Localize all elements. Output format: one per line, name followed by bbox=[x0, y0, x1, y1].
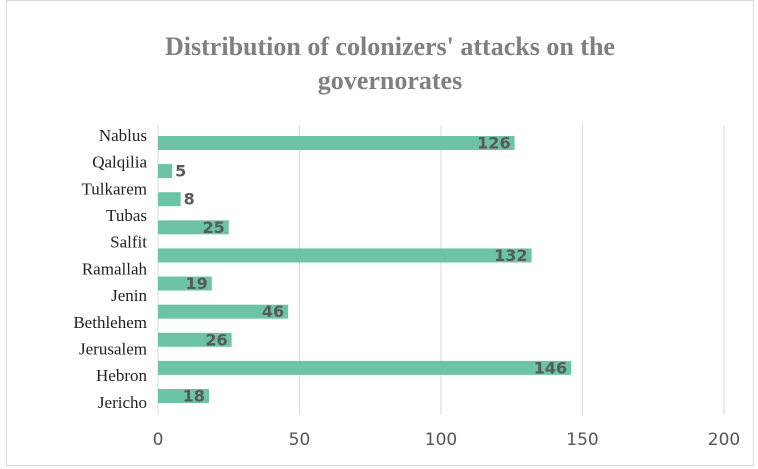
data-label: 126 bbox=[477, 134, 510, 153]
y-tick-label: Nablus bbox=[99, 126, 147, 145]
x-tick-label: 100 bbox=[425, 430, 457, 450]
bar bbox=[158, 136, 515, 150]
chart-title: Distribution of colonizers' attacks on t… bbox=[165, 32, 615, 95]
x-tick-label: 50 bbox=[289, 430, 311, 450]
data-label: 18 bbox=[183, 387, 205, 406]
y-tick-label: Qalqilia bbox=[92, 153, 147, 172]
y-tick-label: Jericho bbox=[98, 393, 147, 412]
x-tick-label: 150 bbox=[566, 430, 598, 450]
data-label: 26 bbox=[205, 330, 227, 349]
bar bbox=[158, 332, 232, 347]
y-tick-label: Jenin bbox=[111, 286, 147, 305]
y-tick-label: Salfit bbox=[110, 233, 147, 252]
y-tick-label: Bethlehem bbox=[73, 313, 147, 332]
data-label: 25 bbox=[202, 218, 224, 237]
data-label: 146 bbox=[534, 358, 567, 377]
bar bbox=[158, 389, 209, 403]
data-label: 19 bbox=[186, 274, 208, 293]
bar bbox=[158, 164, 173, 179]
data-label: 5 bbox=[175, 162, 186, 181]
data-label: 8 bbox=[184, 190, 195, 209]
x-tick-label: 200 bbox=[708, 430, 740, 450]
bar bbox=[158, 248, 532, 263]
y-tick-label: Tulkarem bbox=[82, 179, 148, 198]
data-label: 132 bbox=[494, 246, 527, 265]
bar bbox=[158, 276, 212, 291]
bar bbox=[158, 304, 289, 319]
y-tick-label: Tubas bbox=[106, 206, 147, 225]
bar bbox=[158, 360, 572, 375]
bar bbox=[158, 220, 229, 235]
chart-border bbox=[6, 0, 754, 466]
y-tick-label: Jerusalem bbox=[79, 340, 147, 359]
bar bbox=[158, 192, 181, 207]
data-label: 46 bbox=[262, 302, 284, 321]
y-tick-label: Ramallah bbox=[82, 259, 148, 278]
y-tick-label: Hebron bbox=[96, 366, 147, 385]
x-tick-label: 0 bbox=[153, 430, 164, 450]
